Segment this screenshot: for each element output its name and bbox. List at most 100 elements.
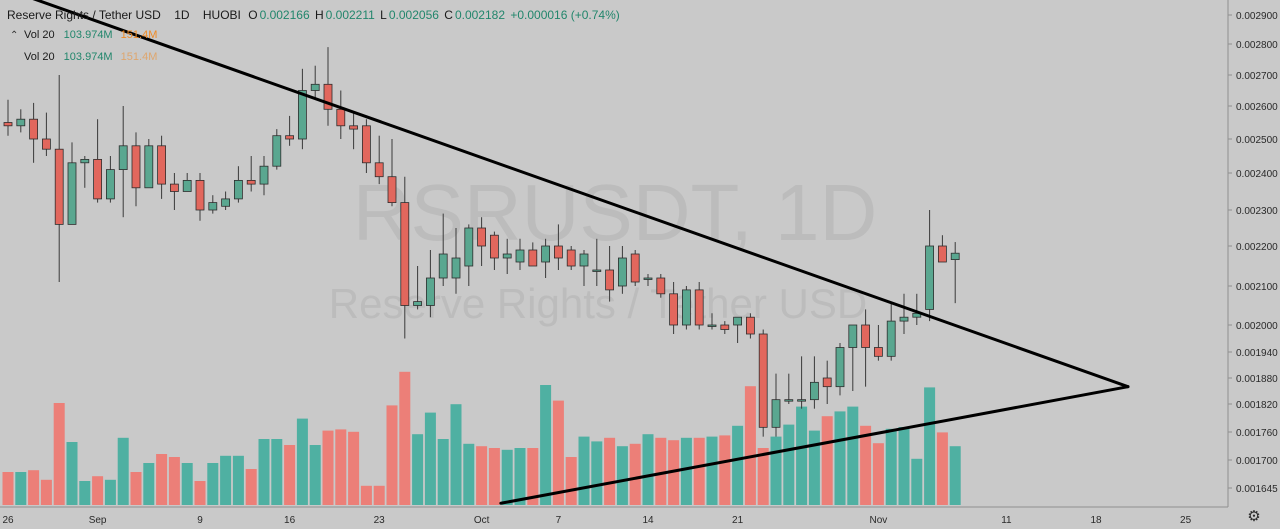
volume-bar: [885, 428, 897, 505]
candle-body: [93, 158, 102, 200]
time-label: 21: [732, 515, 744, 526]
price-axis[interactable]: 0.002900 0.002800 0.002700 0.002600 0.002500…: [1228, 11, 1278, 495]
volume-bar: [821, 416, 833, 505]
volume-bar: [578, 436, 590, 505]
time-axis[interactable]: 26 Sep 9 16 23 Oct 7 14 21 Nov 11 18 25: [2, 515, 1191, 526]
candle-body: [541, 245, 550, 263]
volume-bar: [335, 429, 347, 505]
price-label: 0.001940: [1236, 348, 1278, 359]
candle-body: [694, 289, 704, 326]
price-label: 0.001645: [1236, 484, 1278, 495]
time-label: 14: [642, 515, 654, 526]
time-label: 26: [2, 515, 14, 526]
candle-body: [438, 253, 448, 279]
volume-bar: [207, 463, 219, 505]
candle: [425, 250, 435, 318]
volume-bar: [796, 406, 808, 505]
volume-bar: [194, 481, 206, 505]
candle: [169, 173, 179, 210]
collapse-chevron-icon[interactable]: ⌃: [10, 30, 19, 41]
candle-body: [16, 118, 26, 127]
close-label: C: [444, 8, 453, 22]
trendline[interactable]: [2, 0, 1130, 389]
volume-bar: [360, 485, 372, 505]
volume-bar: [232, 455, 244, 505]
candle: [310, 65, 320, 100]
candle: [592, 238, 602, 286]
candle-body: [182, 179, 192, 192]
candle-body: [938, 245, 947, 263]
volume-bar: [642, 434, 654, 505]
trendline[interactable]: [499, 385, 1130, 505]
price-label: 0.002700: [1236, 71, 1278, 82]
time-label: 11: [1001, 515, 1012, 526]
candle-body: [336, 108, 346, 127]
candle-body: [361, 125, 371, 164]
candle: [29, 102, 39, 163]
candle: [67, 142, 77, 225]
high-value: 0.002211: [325, 8, 375, 22]
volume-bar: [104, 479, 116, 505]
volume-bar: [143, 463, 155, 505]
candle-body: [733, 316, 742, 326]
price-label: 0.001760: [1236, 428, 1278, 439]
candle-body: [682, 289, 691, 326]
candle: [438, 213, 448, 286]
candle-body: [656, 277, 666, 295]
volume-legend-2[interactable]: Vol 20 103.974M 151.4M: [10, 51, 157, 63]
candle-body: [784, 399, 794, 402]
candle-body: [157, 145, 167, 185]
time-label: 25: [1180, 515, 1192, 526]
candle: [413, 266, 423, 310]
candle-body: [221, 198, 231, 207]
low-label: L: [380, 8, 387, 22]
volume-bar: [424, 412, 436, 505]
price-label: 0.002900: [1236, 11, 1278, 22]
open-label: O: [248, 8, 258, 22]
volume-legend-1[interactable]: ⌃ Vol 20 103.974M 151.4M: [10, 29, 157, 41]
volume-bar: [924, 387, 936, 505]
candle-body: [310, 83, 320, 91]
volume-bar: [15, 472, 27, 505]
volume-bar: [168, 457, 180, 505]
candle-body: [233, 179, 243, 200]
vol-name: Vol: [24, 51, 40, 63]
candle: [285, 115, 295, 146]
candle-body: [886, 320, 896, 357]
volume-bar: [565, 457, 577, 505]
candle: [42, 112, 51, 156]
trendlines[interactable]: [2, 0, 1130, 505]
candle: [477, 217, 487, 266]
volume-bar: [373, 485, 385, 505]
price-label: 0.002100: [1236, 282, 1278, 293]
volume-bar: [604, 437, 616, 505]
candles: [3, 47, 960, 437]
candle-body: [42, 138, 51, 150]
symbol-name[interactable]: Reserve Rights / Tether USD: [7, 8, 161, 22]
volume-bar: [949, 446, 961, 505]
volume-bar: [386, 405, 398, 505]
low-value: 0.002056: [388, 8, 439, 22]
time-label: 23: [374, 515, 386, 526]
candle: [489, 231, 499, 270]
timeframe[interactable]: 1D: [174, 8, 190, 22]
candle: [387, 139, 397, 207]
candle: [541, 238, 550, 278]
gear-icon[interactable]: ⚙: [1247, 508, 1261, 525]
volume-bar: [501, 449, 513, 505]
candle-body: [810, 381, 819, 401]
candle: [822, 360, 832, 404]
candle-body: [554, 245, 563, 259]
volume-bar: [2, 472, 14, 505]
candle-body: [169, 183, 179, 192]
candle: [605, 246, 614, 302]
candle-body: [297, 90, 307, 140]
candle: [643, 274, 653, 286]
volume-bar: [770, 436, 782, 505]
watermark-name: Reserve Rights / Tether USD: [329, 280, 867, 327]
candle: [182, 173, 192, 192]
candle: [618, 246, 627, 294]
candle-body: [707, 324, 717, 327]
volume-bar: [847, 406, 859, 505]
